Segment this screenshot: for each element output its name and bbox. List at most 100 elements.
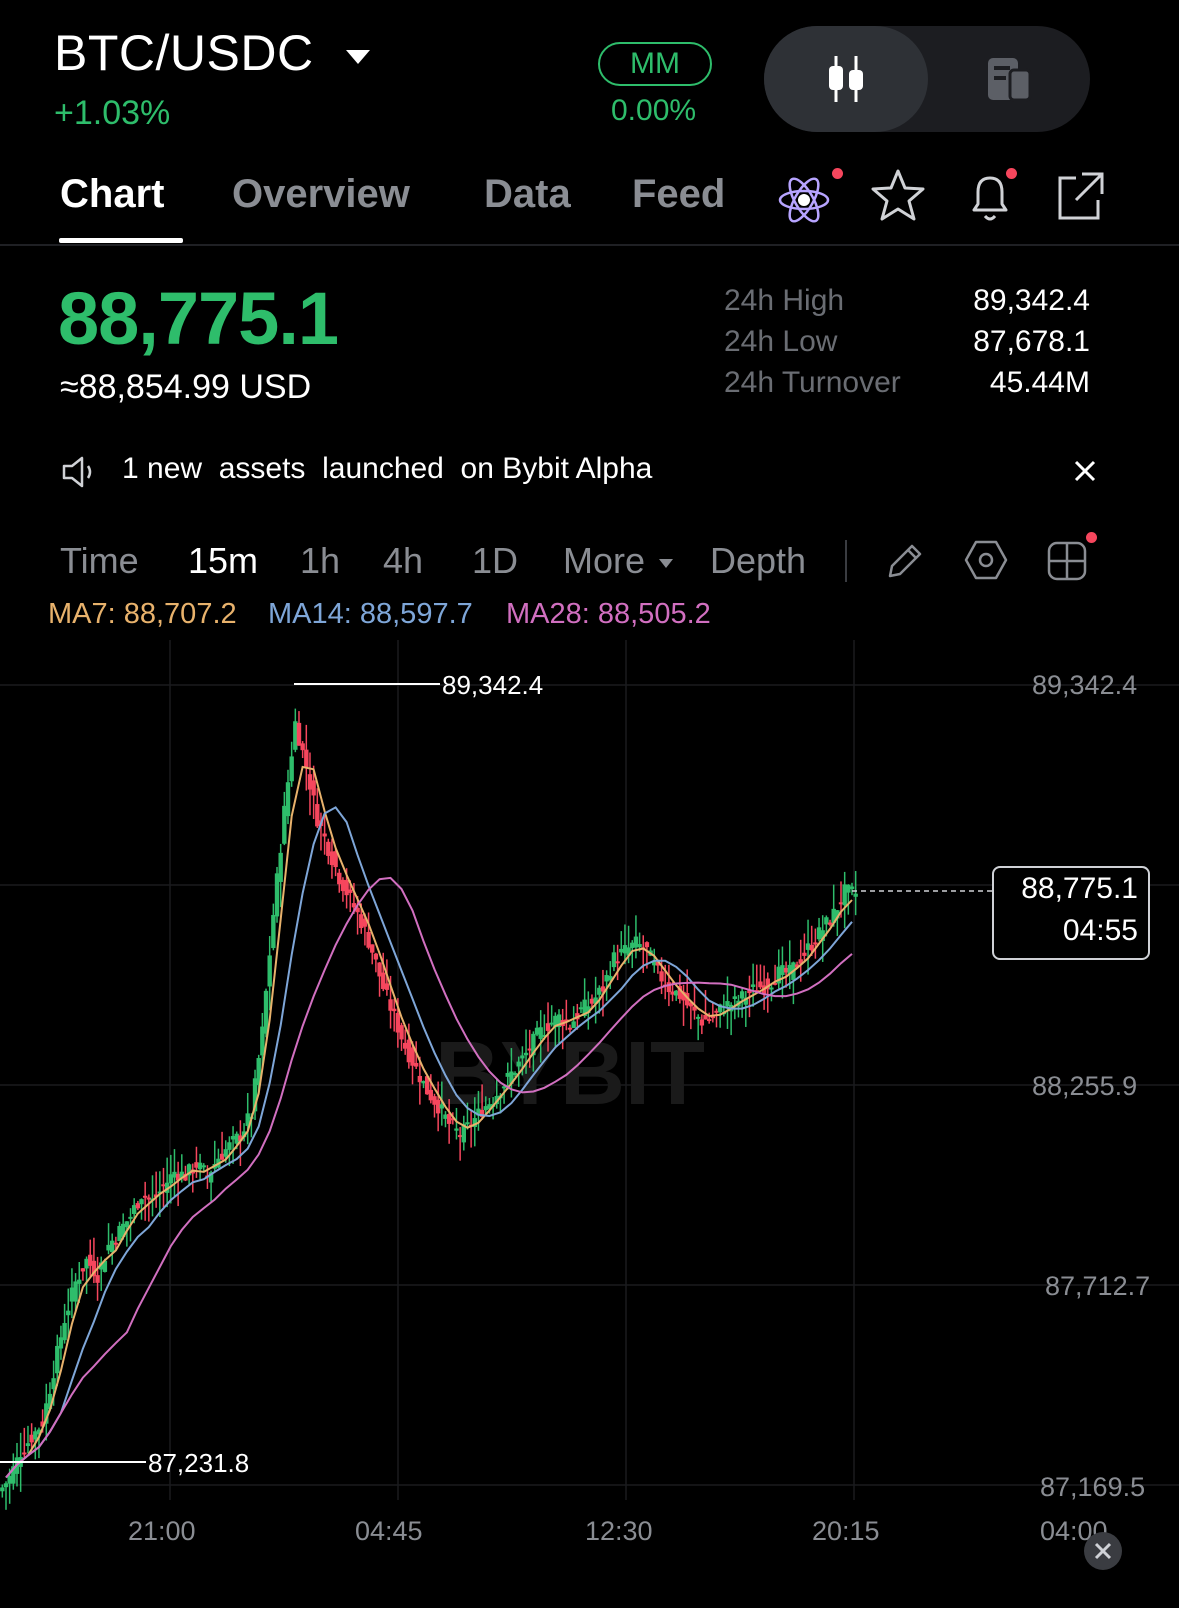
candle-body (36, 1429, 42, 1435)
candle-body (131, 1205, 137, 1215)
more-label: More (563, 540, 646, 581)
view-toggle-candles[interactable] (764, 26, 928, 132)
candle-body (501, 1086, 507, 1089)
ma14-value: MA14: 88,597.7 (268, 598, 473, 630)
candle-body (157, 1191, 163, 1194)
candle-body (479, 1109, 485, 1117)
candle-body (831, 908, 836, 923)
candle-body (333, 851, 338, 868)
tab-chart[interactable]: Chart (60, 172, 165, 216)
candle-body (483, 1106, 488, 1111)
candle-body (421, 1080, 426, 1084)
candle-body (578, 1007, 584, 1010)
candle-body (571, 1021, 576, 1028)
candle-body (91, 1260, 97, 1277)
candle-body (62, 1323, 67, 1341)
watermark: BYBIT (435, 1024, 705, 1124)
settings-hex-icon (964, 540, 1008, 580)
candle-body (794, 964, 800, 968)
candle-body (329, 851, 335, 866)
candle-body (194, 1162, 199, 1168)
candle-body (289, 756, 294, 782)
share-button[interactable] (1052, 168, 1108, 224)
tab-feed[interactable]: Feed (632, 172, 726, 216)
candle-body (7, 1475, 12, 1484)
candle-body (780, 965, 785, 976)
candle-body (505, 1072, 510, 1077)
speaker-icon (60, 452, 100, 492)
candle-body (238, 1135, 243, 1142)
candle-body (637, 944, 642, 948)
draw-tool-button[interactable] (884, 540, 926, 582)
candle-body (128, 1216, 133, 1219)
last-price-badge[interactable]: 88,775.1 04:55 (992, 866, 1150, 960)
candle-body (589, 998, 595, 1004)
candle-body (435, 1099, 441, 1114)
candle-body (681, 991, 686, 1001)
notification-dot (832, 168, 843, 179)
candle-body (556, 1014, 562, 1028)
layout-button[interactable] (1046, 532, 1097, 582)
candle-body (586, 1006, 591, 1014)
view-toggle-book[interactable] (928, 26, 1090, 132)
floating-close-button[interactable] (1084, 1532, 1122, 1570)
close-notice-button[interactable] (1070, 456, 1100, 486)
candle-body (267, 955, 272, 987)
candle-body (366, 932, 371, 948)
indicator-settings-button[interactable] (964, 538, 1008, 582)
announcement-text[interactable]: 1 new assets launched on Bybit Alpha (122, 452, 653, 485)
candle-body (706, 1019, 712, 1022)
tab-overview[interactable]: Overview (232, 172, 410, 216)
candle-body (29, 1434, 34, 1443)
candle-body (33, 1431, 38, 1440)
candle-body (388, 999, 393, 1011)
change-percent: +1.03% (54, 94, 171, 132)
y-tick-label: 87,712.7 (1045, 1271, 1151, 1301)
timeframe-more[interactable]: More (563, 540, 674, 582)
ma7-line (5, 765, 853, 1479)
candle-body (439, 1104, 445, 1109)
close-icon (1074, 460, 1096, 482)
caret-down-icon (659, 558, 674, 568)
candle-body (315, 804, 320, 827)
candle-body (370, 944, 375, 953)
stat-value-low: 87,678.1 (973, 325, 1090, 358)
alert-button[interactable] (960, 166, 1020, 226)
candle-body (80, 1268, 86, 1272)
candle-body (699, 1019, 705, 1026)
candle-body (0, 1487, 5, 1492)
candle-body (55, 1345, 60, 1374)
candle-body (223, 1149, 228, 1157)
mm-value: 0.00% (611, 94, 697, 127)
candle-body (47, 1393, 53, 1410)
timeframe-1d[interactable]: 1D (472, 540, 519, 581)
mm-badge[interactable]: MM (598, 42, 712, 86)
timeframe-depth[interactable]: Depth (710, 540, 807, 581)
candle-body (69, 1287, 75, 1302)
notification-dot (1006, 168, 1017, 179)
last-price: 88,775.1 (58, 277, 339, 360)
candle-body (717, 1004, 723, 1013)
timeframe-4h[interactable]: 4h (383, 540, 424, 581)
price-chart[interactable]: BYBIT (0, 630, 1179, 1608)
candle-body (802, 952, 807, 956)
candle-body (516, 1061, 521, 1067)
candle-body (593, 997, 598, 1004)
candle-body (824, 917, 829, 925)
candle-body (172, 1171, 177, 1178)
candle-body (714, 1010, 719, 1013)
candle-body (73, 1281, 78, 1302)
timeframe-time[interactable]: Time (60, 540, 139, 581)
candle-body (835, 910, 840, 919)
ai-button[interactable] (776, 168, 843, 230)
tab-data[interactable]: Data (484, 172, 571, 216)
candle-body (523, 1052, 529, 1056)
favorite-button[interactable] (868, 166, 928, 226)
candle-body (337, 872, 342, 885)
timeframe-1h[interactable]: 1h (300, 540, 341, 581)
candle-body (384, 983, 390, 990)
pair-title[interactable]: BTC/USDC (54, 24, 370, 82)
candle-body (219, 1153, 225, 1160)
view-toggle (764, 26, 1090, 132)
timeframe-15m[interactable]: 15m (188, 540, 259, 581)
